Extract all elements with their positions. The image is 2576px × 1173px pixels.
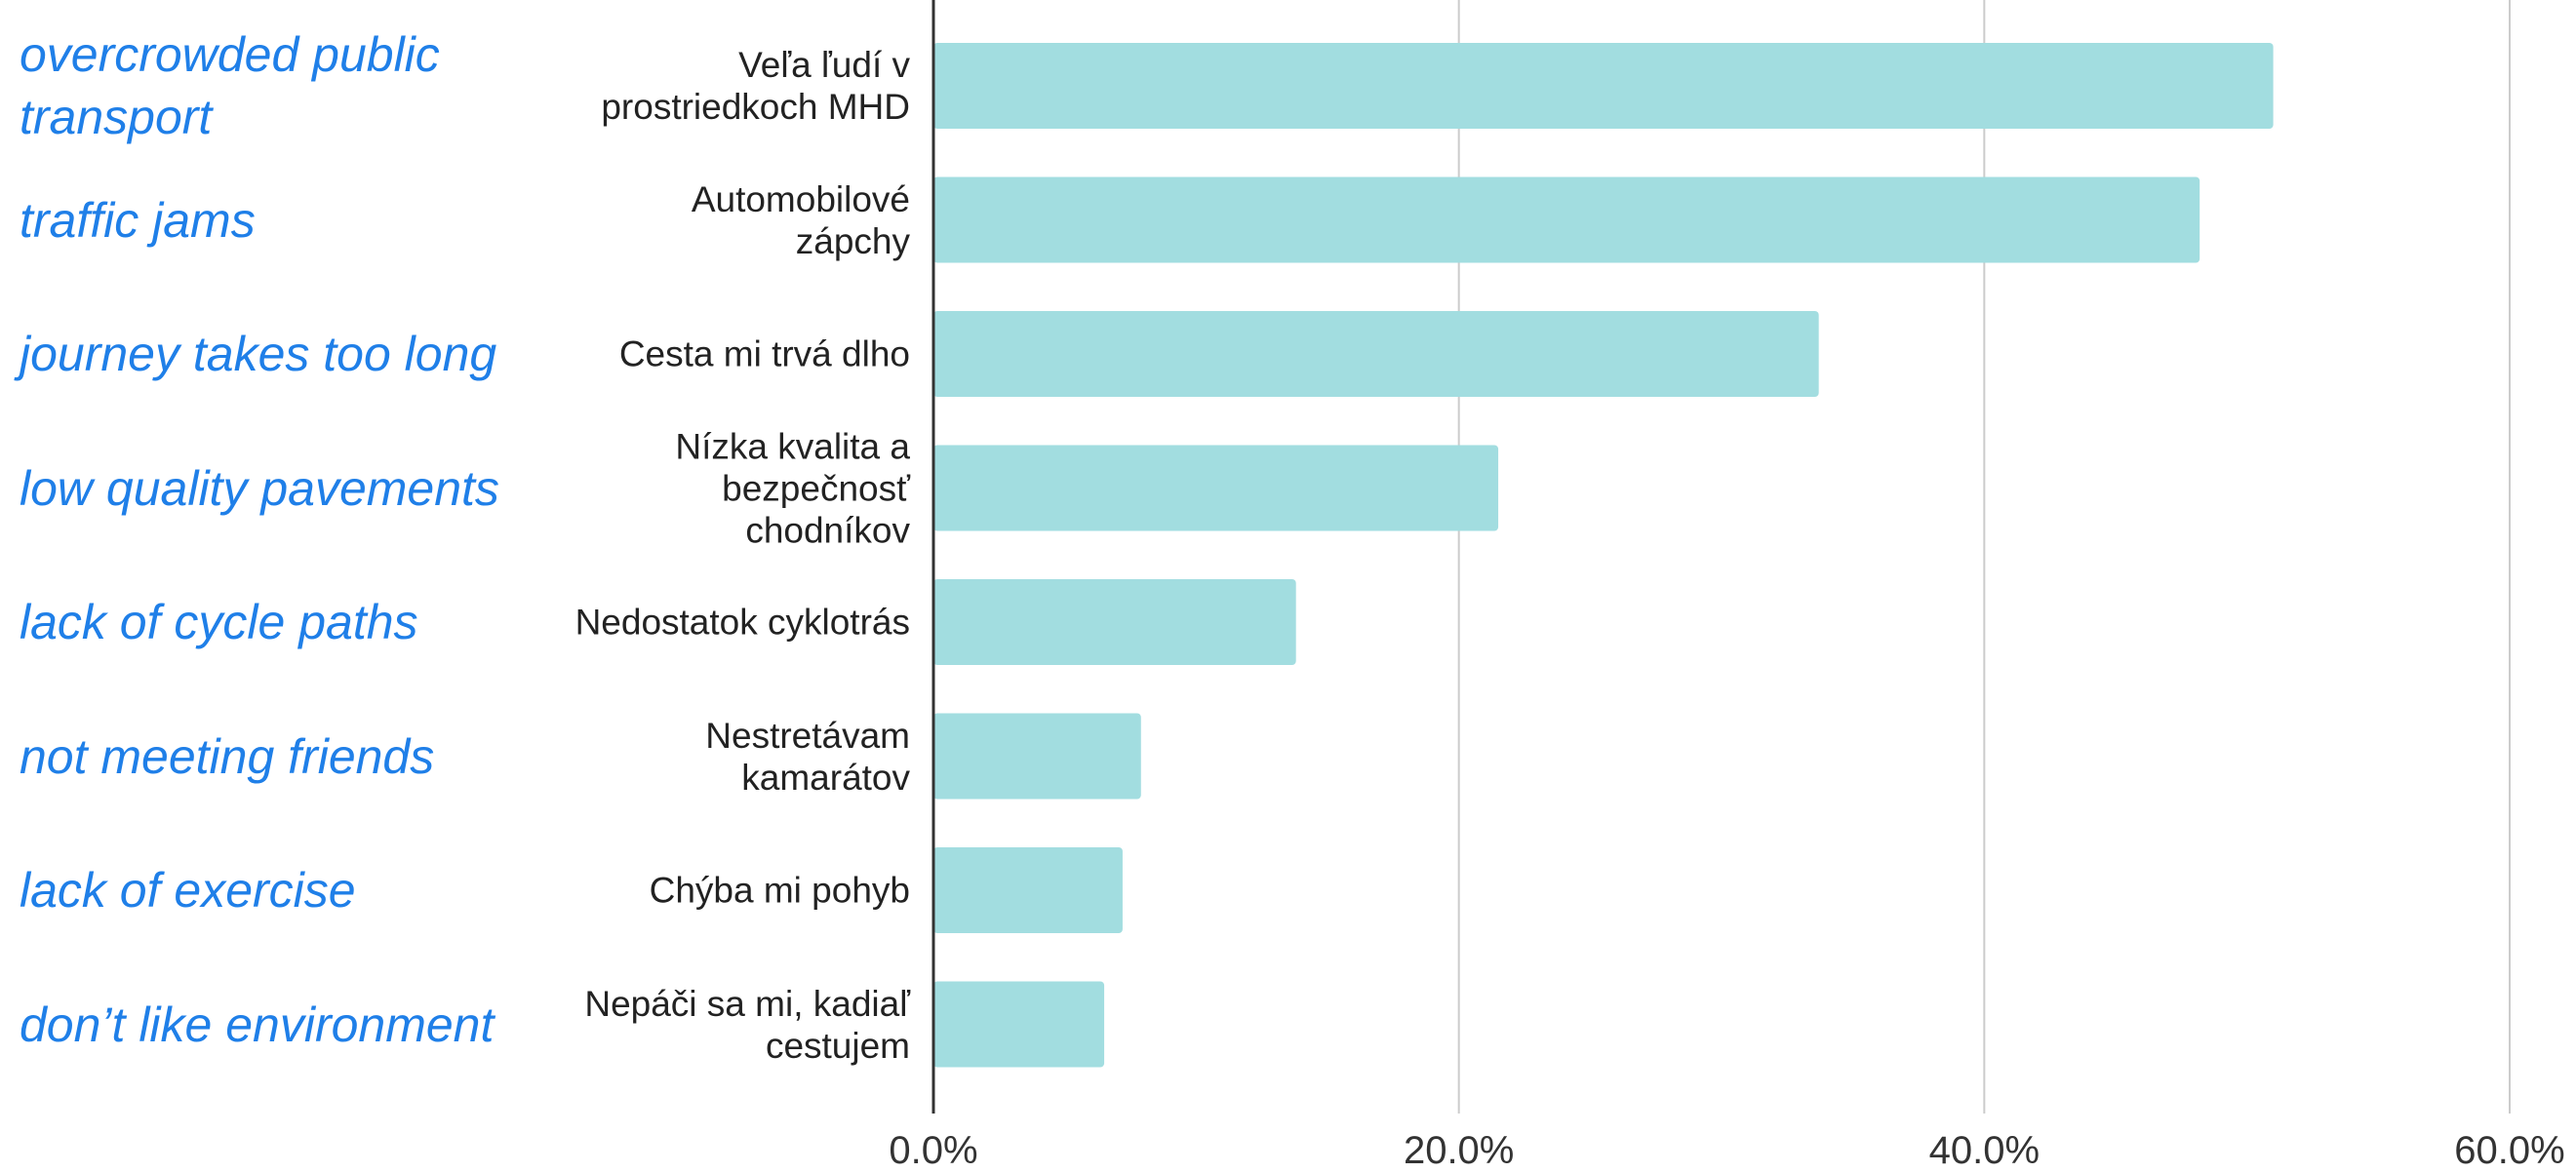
- category-label: Veľa ľudí v prostriedkoch MHD: [601, 45, 910, 127]
- bar: [933, 579, 1296, 665]
- annotation: overcrowded public transport: [20, 27, 440, 144]
- annotation: low quality pavements: [20, 460, 499, 516]
- category-label: Nepáči sa mi, kadiaľ cestujem: [584, 983, 910, 1066]
- annotation: lack of exercise: [20, 863, 356, 918]
- annotation: journey takes too long: [20, 327, 497, 381]
- x-tick-label: 20.0%: [1403, 1129, 1515, 1172]
- category-label: Cesta mi trvá dlho: [618, 333, 910, 374]
- x-tick-label: 60.0%: [2454, 1129, 2565, 1172]
- bar: [933, 43, 2274, 129]
- category-label: Chýba mi pohyb: [649, 870, 910, 911]
- annotation: don’t like environment: [20, 997, 495, 1052]
- bar: [933, 176, 2200, 263]
- bar: [933, 847, 1123, 933]
- bar: [933, 445, 1499, 531]
- category-label: Nestretávam kamarátov: [705, 715, 910, 798]
- bar: [933, 311, 1819, 397]
- annotation: traffic jams: [20, 192, 256, 248]
- annotation: lack of cycle paths: [20, 595, 418, 649]
- bar: [933, 981, 1105, 1068]
- bar: [933, 713, 1141, 800]
- category-label: Nízka kvalita a bezpečnosť chodníkov: [675, 426, 910, 550]
- annotation: not meeting friends: [20, 728, 435, 784]
- category-label: Nedostatok cyklotrás: [575, 602, 910, 643]
- category-label: Automobilové zápchy: [691, 178, 910, 261]
- x-tick-label: 40.0%: [1928, 1129, 2041, 1172]
- x-tick-label: 0.0%: [889, 1129, 978, 1172]
